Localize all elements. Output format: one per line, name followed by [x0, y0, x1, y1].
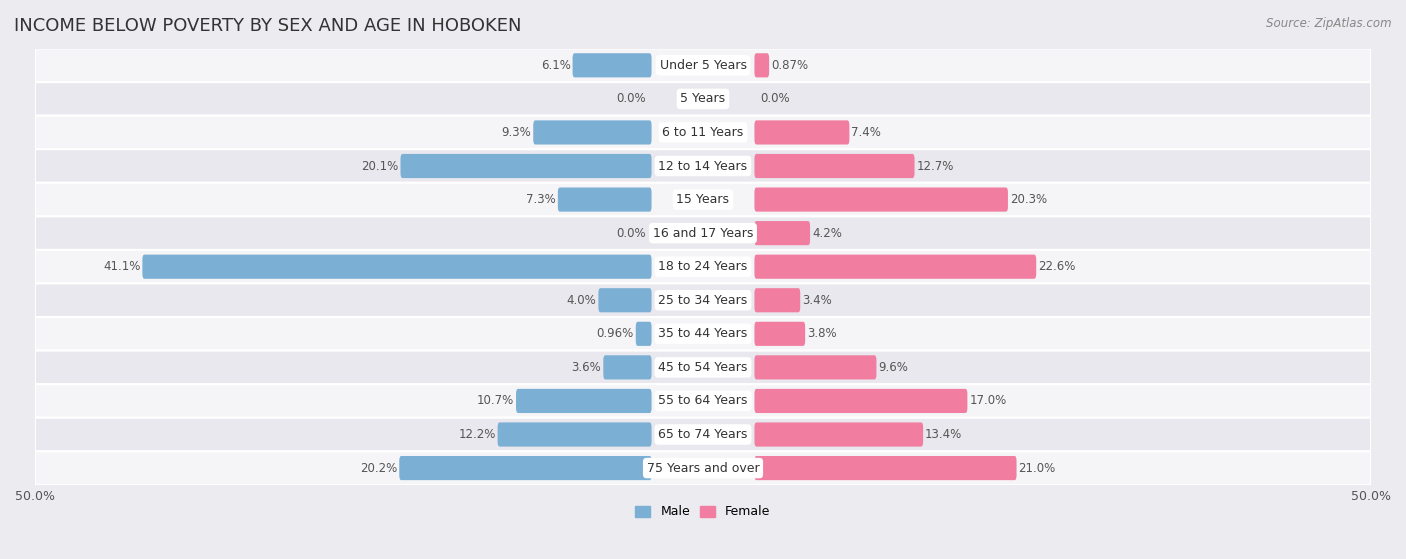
Text: 41.1%: 41.1%	[103, 260, 141, 273]
FancyBboxPatch shape	[35, 216, 1371, 250]
Text: 15 Years: 15 Years	[676, 193, 730, 206]
Text: 0.96%: 0.96%	[596, 328, 634, 340]
FancyBboxPatch shape	[603, 356, 651, 380]
FancyBboxPatch shape	[35, 82, 1371, 116]
Text: 35 to 44 Years: 35 to 44 Years	[658, 328, 748, 340]
Text: 0.87%: 0.87%	[770, 59, 808, 72]
Text: 6 to 11 Years: 6 to 11 Years	[662, 126, 744, 139]
FancyBboxPatch shape	[35, 183, 1371, 216]
FancyBboxPatch shape	[599, 288, 651, 312]
Text: 75 Years and over: 75 Years and over	[647, 462, 759, 475]
Text: 0.0%: 0.0%	[616, 226, 645, 240]
Text: 18 to 24 Years: 18 to 24 Years	[658, 260, 748, 273]
Text: 20.3%: 20.3%	[1010, 193, 1047, 206]
Text: 17.0%: 17.0%	[969, 395, 1007, 408]
FancyBboxPatch shape	[755, 254, 1036, 279]
FancyBboxPatch shape	[755, 423, 924, 447]
FancyBboxPatch shape	[35, 49, 1371, 82]
Text: 7.4%: 7.4%	[852, 126, 882, 139]
Text: 55 to 64 Years: 55 to 64 Years	[658, 395, 748, 408]
Text: 3.8%: 3.8%	[807, 328, 837, 340]
Text: 13.4%: 13.4%	[925, 428, 962, 441]
FancyBboxPatch shape	[35, 317, 1371, 350]
Text: 20.1%: 20.1%	[361, 159, 398, 173]
Text: 12 to 14 Years: 12 to 14 Years	[658, 159, 748, 173]
FancyBboxPatch shape	[516, 389, 651, 413]
Text: 6.1%: 6.1%	[541, 59, 571, 72]
Legend: Male, Female: Male, Female	[631, 502, 775, 522]
FancyBboxPatch shape	[755, 389, 967, 413]
FancyBboxPatch shape	[35, 384, 1371, 418]
FancyBboxPatch shape	[755, 187, 1008, 212]
Text: 16 and 17 Years: 16 and 17 Years	[652, 226, 754, 240]
Text: 0.0%: 0.0%	[616, 92, 645, 106]
FancyBboxPatch shape	[401, 154, 651, 178]
FancyBboxPatch shape	[572, 53, 651, 77]
Text: 45 to 54 Years: 45 to 54 Years	[658, 361, 748, 374]
Text: Source: ZipAtlas.com: Source: ZipAtlas.com	[1267, 17, 1392, 30]
Text: 4.0%: 4.0%	[567, 294, 596, 307]
FancyBboxPatch shape	[35, 451, 1371, 485]
FancyBboxPatch shape	[35, 250, 1371, 283]
FancyBboxPatch shape	[755, 53, 769, 77]
Text: 9.6%: 9.6%	[879, 361, 908, 374]
FancyBboxPatch shape	[35, 418, 1371, 451]
FancyBboxPatch shape	[755, 322, 806, 346]
FancyBboxPatch shape	[142, 254, 651, 279]
Text: 5 Years: 5 Years	[681, 92, 725, 106]
Text: 3.4%: 3.4%	[803, 294, 832, 307]
FancyBboxPatch shape	[755, 456, 1017, 480]
Text: 4.2%: 4.2%	[813, 226, 842, 240]
Text: 9.3%: 9.3%	[502, 126, 531, 139]
FancyBboxPatch shape	[755, 356, 876, 380]
FancyBboxPatch shape	[533, 120, 651, 145]
Text: 22.6%: 22.6%	[1038, 260, 1076, 273]
Text: INCOME BELOW POVERTY BY SEX AND AGE IN HOBOKEN: INCOME BELOW POVERTY BY SEX AND AGE IN H…	[14, 17, 522, 35]
Text: 12.7%: 12.7%	[917, 159, 953, 173]
Text: 3.6%: 3.6%	[572, 361, 602, 374]
FancyBboxPatch shape	[35, 149, 1371, 183]
Text: 0.0%: 0.0%	[761, 92, 790, 106]
FancyBboxPatch shape	[35, 350, 1371, 384]
Text: 7.3%: 7.3%	[526, 193, 555, 206]
Text: 21.0%: 21.0%	[1018, 462, 1056, 475]
Text: 25 to 34 Years: 25 to 34 Years	[658, 294, 748, 307]
Text: 65 to 74 Years: 65 to 74 Years	[658, 428, 748, 441]
Text: 20.2%: 20.2%	[360, 462, 398, 475]
FancyBboxPatch shape	[755, 120, 849, 145]
FancyBboxPatch shape	[399, 456, 651, 480]
Text: 12.2%: 12.2%	[458, 428, 495, 441]
FancyBboxPatch shape	[755, 288, 800, 312]
FancyBboxPatch shape	[498, 423, 651, 447]
Text: 10.7%: 10.7%	[477, 395, 515, 408]
FancyBboxPatch shape	[35, 283, 1371, 317]
FancyBboxPatch shape	[636, 322, 651, 346]
FancyBboxPatch shape	[558, 187, 651, 212]
FancyBboxPatch shape	[35, 116, 1371, 149]
Text: Under 5 Years: Under 5 Years	[659, 59, 747, 72]
FancyBboxPatch shape	[755, 154, 914, 178]
FancyBboxPatch shape	[755, 221, 810, 245]
